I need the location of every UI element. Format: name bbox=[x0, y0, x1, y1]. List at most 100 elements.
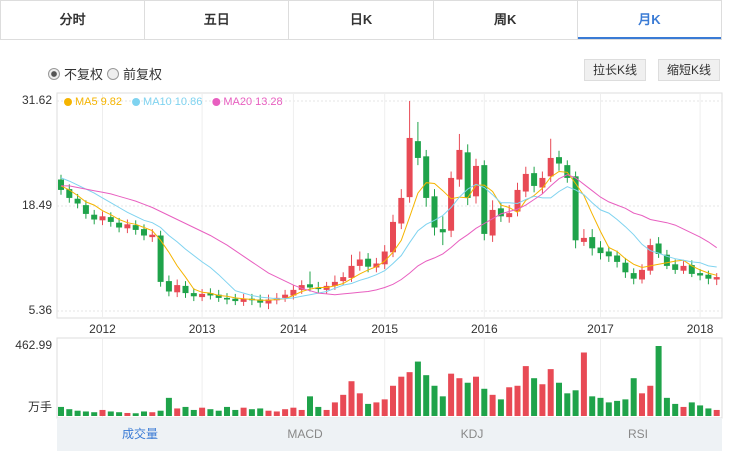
volume-bar bbox=[74, 410, 81, 416]
volume-bar bbox=[473, 376, 479, 416]
tab[interactable]: 月K bbox=[577, 1, 722, 39]
candle-body bbox=[406, 137, 413, 198]
tab[interactable]: 分时 bbox=[1, 1, 146, 39]
volume-bar bbox=[697, 405, 704, 416]
legend-value: 10.86 bbox=[175, 96, 203, 108]
candle-body bbox=[199, 293, 206, 298]
volume-bar bbox=[713, 409, 720, 416]
candle-body bbox=[597, 247, 604, 254]
tab[interactable]: 五日 bbox=[145, 1, 290, 39]
volume-bar bbox=[124, 412, 131, 416]
volume-bar bbox=[248, 409, 255, 416]
tab[interactable]: 周K bbox=[434, 1, 578, 39]
candle-body bbox=[564, 165, 571, 178]
candle-body bbox=[116, 222, 123, 228]
candle-body bbox=[614, 255, 621, 262]
volume-bar bbox=[464, 382, 471, 416]
candle-body bbox=[124, 224, 131, 229]
button[interactable]: 拉长K线 bbox=[584, 59, 647, 81]
candle-body bbox=[663, 254, 670, 266]
candle-body bbox=[456, 149, 463, 180]
candle-body bbox=[348, 265, 355, 278]
volume-bar bbox=[414, 361, 421, 416]
candle-body bbox=[224, 297, 230, 300]
volume-bar bbox=[381, 399, 388, 416]
volume-bar bbox=[331, 402, 338, 416]
candle-body bbox=[174, 285, 181, 293]
volume-bar bbox=[605, 402, 612, 416]
volume-bar bbox=[190, 409, 197, 416]
volume-bar bbox=[282, 409, 289, 416]
candle-body bbox=[307, 284, 313, 288]
candle-body bbox=[298, 285, 305, 290]
indicator-tab[interactable]: 成交量 bbox=[122, 426, 158, 441]
candle-body bbox=[647, 245, 654, 271]
ma-line bbox=[61, 174, 717, 296]
volume-tick-label: 462.99 bbox=[15, 338, 52, 352]
candle-body bbox=[431, 196, 438, 228]
volume-bar bbox=[91, 412, 98, 416]
x-tick-label: 2014 bbox=[280, 322, 307, 336]
volume-bar bbox=[398, 376, 405, 416]
button[interactable]: 缩短K线 bbox=[658, 59, 721, 81]
volume-bar bbox=[356, 393, 363, 416]
volume-bar bbox=[556, 382, 562, 416]
volume-bar bbox=[547, 369, 554, 416]
indicator-tab[interactable]: RSI bbox=[628, 427, 648, 441]
candle-body bbox=[149, 234, 156, 238]
volume-bar bbox=[165, 397, 172, 416]
volume-bar bbox=[580, 352, 587, 416]
volume-bar bbox=[431, 385, 438, 416]
candle-body bbox=[655, 243, 662, 254]
volume-bar bbox=[340, 394, 347, 416]
indicator-tab[interactable]: KDJ bbox=[461, 427, 484, 441]
volume-bar bbox=[439, 396, 446, 416]
volume-bar bbox=[514, 385, 521, 416]
volume-bar bbox=[663, 397, 670, 416]
radio-label: 不复权 bbox=[64, 67, 104, 82]
candle-body bbox=[547, 157, 554, 177]
candle-body bbox=[99, 216, 106, 221]
ma-line bbox=[60, 170, 717, 301]
candle-body bbox=[290, 289, 297, 296]
volume-bar bbox=[265, 410, 272, 416]
ma-line bbox=[60, 177, 717, 300]
candle-body bbox=[414, 141, 421, 158]
x-tick-label: 2013 bbox=[189, 322, 216, 336]
radio-dot bbox=[107, 68, 119, 80]
candle-body bbox=[232, 298, 239, 302]
volume-bar bbox=[232, 409, 239, 416]
volume-bar bbox=[348, 381, 355, 416]
volume-bar bbox=[58, 406, 64, 416]
candle-body bbox=[107, 217, 114, 222]
legend-value: 9.82 bbox=[101, 96, 122, 108]
candle-body bbox=[688, 265, 695, 274]
volume-bar bbox=[622, 399, 629, 416]
tab[interactable]: 日K bbox=[289, 1, 434, 39]
volume-bar bbox=[199, 407, 206, 416]
candle-body bbox=[539, 177, 546, 188]
volume-bar bbox=[273, 411, 280, 416]
candle-body bbox=[580, 237, 587, 242]
volume-bar bbox=[456, 378, 463, 416]
radio[interactable]: 不复权 bbox=[48, 64, 103, 83]
volume-bar bbox=[406, 372, 413, 416]
volume-tick-label: 万手 bbox=[28, 400, 52, 414]
candle-body bbox=[91, 214, 98, 220]
candle-body bbox=[464, 152, 471, 198]
indicator-tab[interactable]: MACD bbox=[287, 427, 323, 441]
candle-body bbox=[398, 197, 405, 224]
volume-bar bbox=[705, 408, 712, 416]
x-tick-label: 2012 bbox=[89, 322, 116, 336]
candle-body bbox=[82, 205, 89, 214]
candle-body bbox=[572, 176, 579, 241]
period-tabs: 分时 五日 日K 周K 月K bbox=[0, 0, 722, 40]
volume-bar bbox=[497, 399, 504, 416]
candle-body bbox=[605, 251, 612, 257]
volume-bar bbox=[655, 346, 662, 416]
volume-bar bbox=[315, 406, 322, 416]
volume-bar bbox=[257, 408, 264, 416]
radio[interactable]: 前复权 bbox=[107, 64, 162, 83]
candle-body bbox=[439, 229, 446, 233]
volume-bar bbox=[149, 412, 156, 416]
